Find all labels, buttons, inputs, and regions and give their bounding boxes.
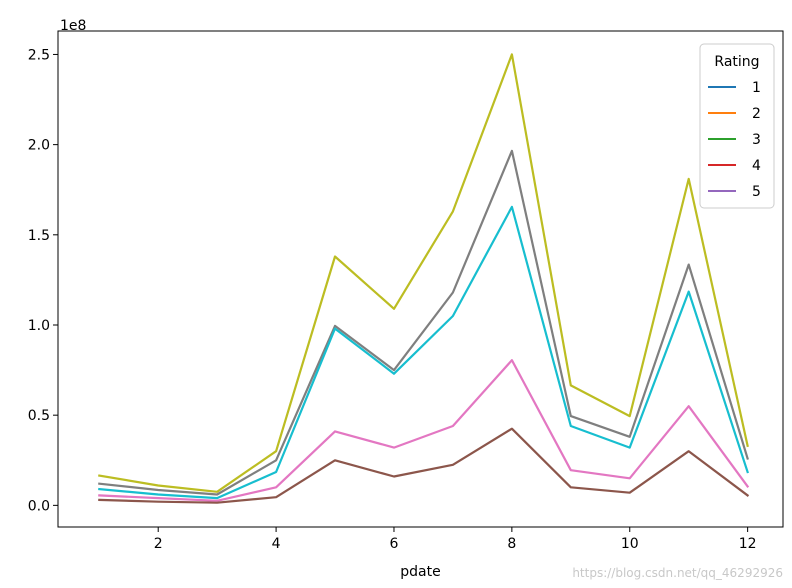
x-tick-label: 6 bbox=[390, 536, 399, 552]
y-axis-exponent: 1e8 bbox=[60, 18, 86, 34]
legend-label: 1 bbox=[752, 80, 761, 96]
x-axis-label: pdate bbox=[400, 564, 440, 580]
series-line-1 bbox=[98, 53, 749, 493]
x-axis-ticks: 2 4 6 8 10 12 bbox=[154, 527, 757, 552]
x-tick-label: 4 bbox=[272, 536, 281, 552]
y-tick-label: 0.5 bbox=[28, 408, 50, 424]
x-tick-label: 8 bbox=[507, 536, 516, 552]
x-tick-label: 10 bbox=[621, 536, 639, 552]
legend: Rating 1 2 3 4 5 bbox=[699, 43, 775, 209]
y-tick-label: 0.0 bbox=[28, 498, 50, 514]
legend-box bbox=[699, 43, 775, 209]
legend-label: 3 bbox=[752, 132, 761, 148]
y-tick-label: 2.5 bbox=[28, 47, 50, 63]
legend-label: 5 bbox=[752, 184, 761, 200]
y-tick-label: 2.0 bbox=[28, 138, 50, 154]
legend-title: Rating bbox=[714, 54, 759, 70]
x-tick-label: 2 bbox=[154, 536, 163, 552]
legend-label: 4 bbox=[752, 158, 761, 174]
watermark: https://blog.csdn.net/qq_46292926 bbox=[572, 566, 783, 580]
x-tick-label: 12 bbox=[739, 536, 757, 552]
axes-frame bbox=[57, 30, 784, 528]
y-tick-label: 1.0 bbox=[28, 318, 50, 334]
series-line-4 bbox=[98, 359, 750, 502]
series-line-3 bbox=[98, 205, 749, 500]
y-tick-label: 1.5 bbox=[28, 228, 50, 244]
series-line-5 bbox=[98, 427, 750, 504]
series-layer bbox=[98, 53, 750, 504]
plot-area-border bbox=[57, 30, 784, 528]
y-axis-ticks: 0.0 0.5 1.0 1.5 2.0 2.5 bbox=[28, 47, 58, 514]
legend-label: 2 bbox=[752, 106, 761, 122]
series-line-2 bbox=[98, 149, 749, 496]
